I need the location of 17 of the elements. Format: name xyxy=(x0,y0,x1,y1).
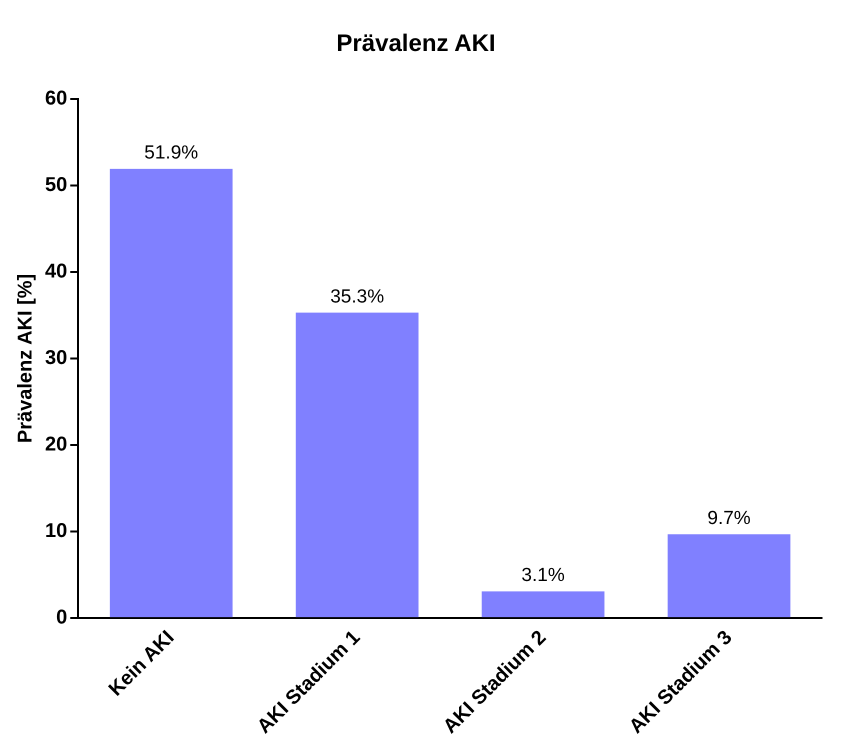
data-label: 9.7% xyxy=(707,508,751,529)
data-label: 51.9% xyxy=(144,142,198,164)
y-tick-label: 10 xyxy=(44,520,68,542)
bar xyxy=(110,168,233,618)
bar xyxy=(482,591,604,618)
bar xyxy=(668,534,790,618)
chart-title: Prävalenz AKI xyxy=(336,30,496,58)
data-label: 3.1% xyxy=(521,565,565,586)
data-label: 35.3% xyxy=(330,286,384,308)
y-tick-label: 20 xyxy=(44,434,68,456)
bar xyxy=(296,312,419,618)
y-tick-label: 60 xyxy=(44,87,68,110)
y-tick-label: 40 xyxy=(44,260,68,282)
y-tick-label: 30 xyxy=(44,346,68,369)
y-tick-label: 50 xyxy=(44,174,68,196)
y-axis-title: Prävalenz AKI [%] xyxy=(14,274,37,444)
y-tick-label: 0 xyxy=(56,606,68,629)
